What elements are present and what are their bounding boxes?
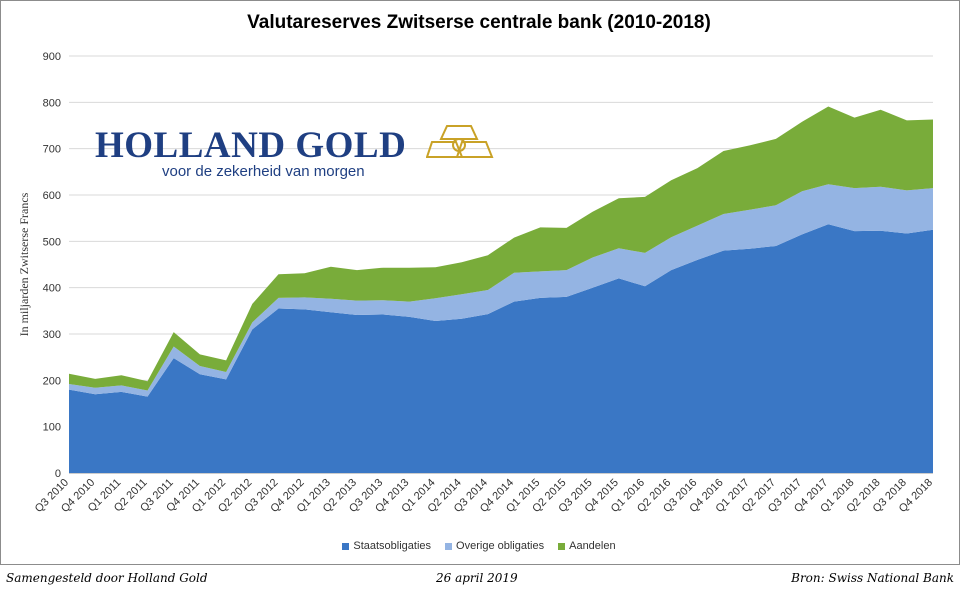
chart-title: Valutareserves Zwitserse centrale bank (… [247, 12, 711, 33]
footer-right: Bron: Swiss National Bank [791, 571, 954, 585]
legend-entry: Overige obligaties [445, 540, 544, 552]
y-tick-label: 500 [43, 236, 61, 248]
y-tick-label: 100 [43, 422, 61, 434]
gold-bars-icon [426, 125, 494, 158]
legend-swatch [558, 542, 566, 550]
y-tick-label: 300 [43, 329, 61, 341]
y-axis-label: In miljarden Zwitserse Francs [17, 192, 31, 336]
footer-left: Samengesteld door Holland Gold [6, 571, 208, 585]
y-tick-label: 700 [43, 144, 61, 156]
y-tick-label: 800 [43, 97, 61, 109]
area-series-1 [69, 224, 933, 473]
legend-swatch [445, 542, 453, 550]
y-tick-label: 200 [43, 375, 61, 387]
y-tick-label: 400 [43, 283, 61, 295]
y-tick-label: 900 [43, 51, 61, 63]
area-series-2 [69, 184, 933, 397]
legend-label: Staatsobligaties [353, 540, 432, 552]
legend: Staatsobligaties Overige obligaties Aandel… [0, 540, 958, 552]
logo-name: HOLLAND GOLD [95, 125, 407, 166]
legend-label: Overige obligaties [456, 540, 545, 552]
legend-swatch [342, 542, 350, 550]
footer-center: 26 april 2019 [436, 571, 518, 585]
legend-entry: Aandelen [558, 540, 616, 552]
y-tick-label: 0 [55, 468, 61, 480]
logo-tagline: voor de zekerheid van morgen [162, 163, 365, 180]
legend-label: Aandelen [569, 540, 616, 552]
legend-entry: Staatsobligaties [342, 540, 431, 552]
area-series-3 [69, 106, 933, 391]
y-tick-label: 600 [43, 190, 61, 202]
